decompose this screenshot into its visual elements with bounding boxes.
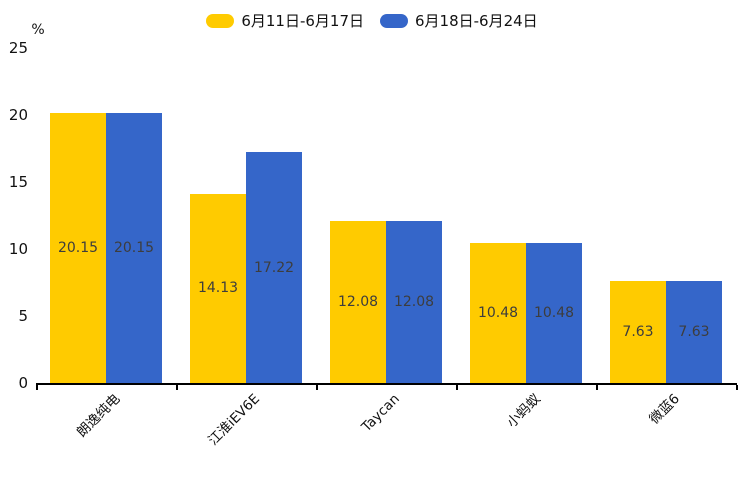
y-tick-label-15: 15 bbox=[8, 173, 28, 191]
x-axis-line bbox=[36, 383, 737, 385]
x-axis-tick bbox=[36, 385, 38, 390]
x-axis-tick bbox=[176, 385, 178, 390]
bar-value-label: 12.08 bbox=[337, 294, 379, 311]
bar-value-label: 20.15 bbox=[57, 239, 99, 256]
bar-value-label: 10.48 bbox=[533, 304, 575, 321]
bar-value-label: 7.63 bbox=[622, 323, 654, 340]
bar-value-label: 20.15 bbox=[113, 239, 155, 256]
bar-value-label: 7.63 bbox=[678, 323, 710, 340]
x-category-label-2: Taycan bbox=[359, 391, 404, 436]
bar-value-label: 10.48 bbox=[477, 304, 519, 321]
x-category-label-3: 小蚂蚁 bbox=[503, 391, 544, 431]
bar-series1-cat1 bbox=[246, 152, 302, 383]
legend-label-period2: 6月18日-6月24日 bbox=[415, 12, 538, 30]
y-tick-label-20: 20 bbox=[8, 106, 28, 124]
legend-swatch-period2 bbox=[380, 13, 408, 28]
x-axis-tick bbox=[316, 385, 318, 390]
bar-value-label: 17.22 bbox=[253, 259, 295, 276]
y-tick-label-25: 25 bbox=[8, 39, 28, 57]
bar-series0-cat4 bbox=[610, 280, 666, 383]
chart-legend: 6月11日-6月17日 6月18日-6月24日 bbox=[0, 10, 744, 31]
x-axis-tick bbox=[736, 385, 738, 390]
bar-series0-cat1 bbox=[190, 193, 246, 383]
legend-item-period1: 6月11日-6月17日 bbox=[206, 10, 364, 31]
legend-swatch-period1 bbox=[206, 13, 235, 28]
bar-series0-cat2 bbox=[330, 221, 386, 383]
y-tick-label-0: 0 bbox=[18, 374, 28, 392]
bar-value-label: 14.13 bbox=[197, 280, 239, 297]
bar-series1-cat4 bbox=[666, 280, 722, 383]
bar-series0-cat0 bbox=[50, 112, 106, 383]
x-category-label-0: 朗逸纯电 bbox=[73, 391, 124, 441]
x-category-label-1: 江淮iEV6E bbox=[205, 391, 264, 449]
y-tick-label-10: 10 bbox=[8, 240, 28, 258]
x-category-label-4: 微蓝6 bbox=[646, 391, 684, 428]
x-axis-tick bbox=[596, 385, 598, 390]
bar-series1-cat2 bbox=[386, 221, 442, 383]
bar-series1-cat0 bbox=[106, 112, 162, 383]
y-tick-label-5: 5 bbox=[18, 307, 28, 325]
bar-series1-cat3 bbox=[526, 242, 582, 383]
bar-series0-cat3 bbox=[470, 242, 526, 383]
legend-item-period2: 6月18日-6月24日 bbox=[380, 10, 538, 31]
bar-value-label: 12.08 bbox=[393, 294, 435, 311]
x-axis-tick bbox=[456, 385, 458, 390]
y-axis-unit-label: % bbox=[31, 22, 45, 38]
legend-label-period1: 6月11日-6月17日 bbox=[241, 12, 364, 30]
